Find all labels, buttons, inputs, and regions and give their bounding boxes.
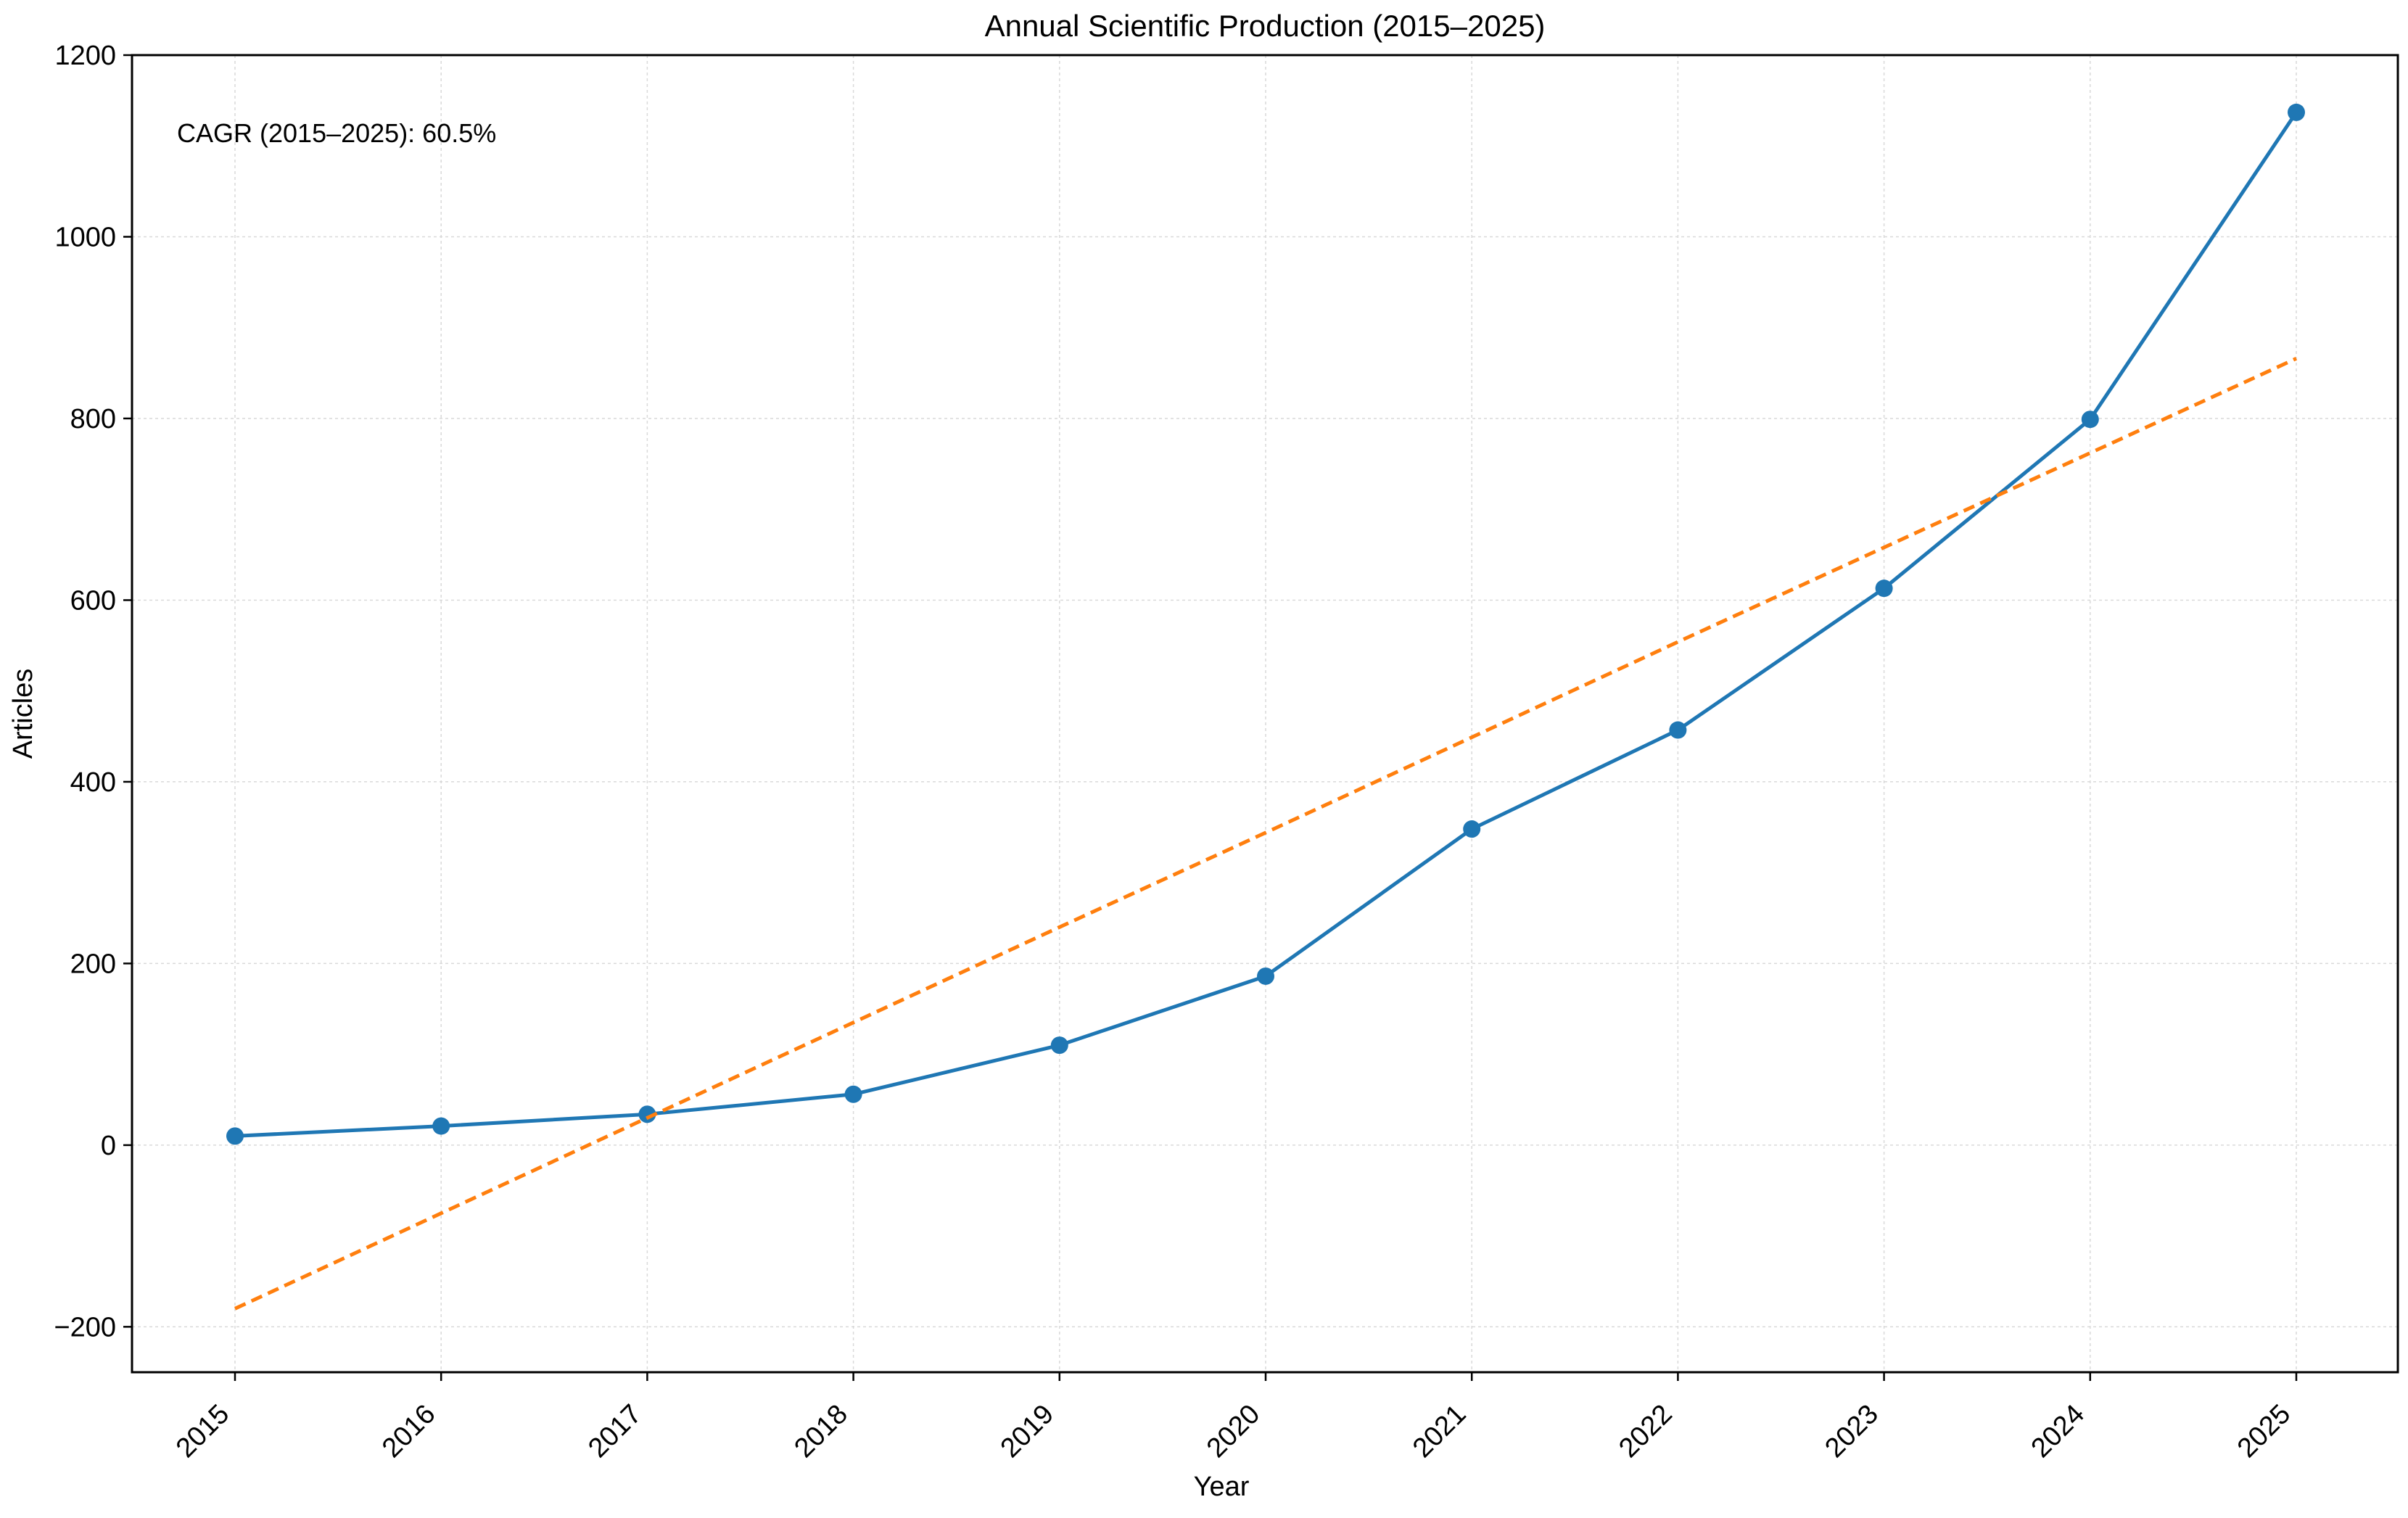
x-axis-title: Year <box>1194 1472 1250 1502</box>
data-point <box>2288 103 2305 121</box>
y-tick-label: 800 <box>70 404 116 434</box>
data-point <box>1669 721 1687 739</box>
y-tick-label: 600 <box>70 585 116 616</box>
y-tick-label: 400 <box>70 767 116 798</box>
data-point <box>1050 1036 1068 1055</box>
y-tick-label: 200 <box>70 949 116 979</box>
y-axis-title: Articles <box>8 669 38 759</box>
data-point <box>1257 967 1274 985</box>
data-point <box>432 1117 450 1135</box>
data-point <box>226 1127 244 1145</box>
chart-title: Annual Scientific Production (2015–2025) <box>985 9 1546 43</box>
plot-area <box>226 103 2305 1311</box>
y-tick-label: 1000 <box>54 222 116 252</box>
data-point <box>2081 411 2099 429</box>
cagr-annotation: CAGR (2015–2025): 60.5% <box>177 118 496 148</box>
data-point <box>844 1085 862 1103</box>
y-tick-label: 0 <box>101 1131 116 1161</box>
data-point <box>638 1105 656 1123</box>
data-point <box>1875 579 1893 598</box>
y-tick-label: −200 <box>54 1312 116 1342</box>
data-point <box>1463 820 1481 838</box>
y-tick-label: 1200 <box>54 41 116 71</box>
trend-line <box>234 357 2298 1311</box>
